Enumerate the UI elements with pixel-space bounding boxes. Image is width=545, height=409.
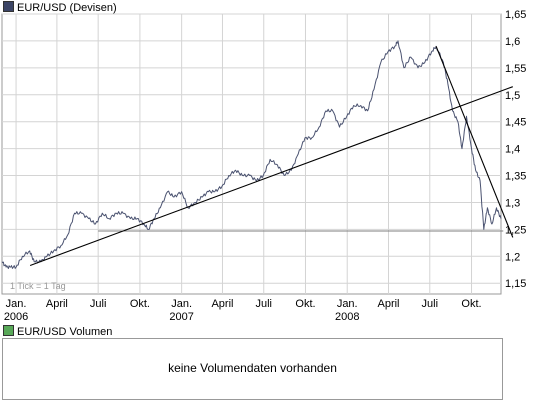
y-tick-label: 1,6 — [505, 36, 520, 48]
y-tick-label: 1,25 — [505, 224, 526, 236]
price-legend-label: EUR/USD (Devisen) — [17, 2, 117, 14]
x-tick-label: Juli — [422, 298, 439, 310]
x-year-label: 2006 — [4, 311, 28, 323]
x-tick-label: Okt. — [461, 298, 481, 310]
tick-note: 1 Tick = 1 Tag — [10, 281, 66, 291]
price-legend: EUR/USD (Devisen) — [3, 1, 117, 14]
x-tick-label: Jan. — [6, 298, 27, 310]
x-tick-label: Okt. — [295, 298, 315, 310]
y-axis-labels: 1,15 1,2 1,25 1,3 1,35 1,4 1,45 1,5 1,55 1,6 1,65 — [505, 9, 526, 290]
y-tick-label: 1,65 — [505, 9, 526, 21]
plot-frame — [1, 13, 502, 295]
y-tick-label: 1,15 — [505, 278, 526, 290]
volume-legend-label: EUR/USD Volumen — [17, 326, 113, 338]
y-tick-label: 1,4 — [505, 144, 520, 156]
x-tick-label: Okt. — [130, 298, 150, 310]
x-tick-label: April — [377, 298, 399, 310]
downtrend-trendline — [435, 46, 514, 238]
x-year-label: 2008 — [335, 311, 359, 323]
volume-swatch-icon — [3, 325, 14, 336]
uptrend-trendline — [29, 86, 513, 266]
price-chart: 1,151,21,251,31,351,41,451,51,551,61,65 … — [1, 9, 526, 323]
x-tick-label: April — [46, 298, 68, 310]
x-tick-label: Juli — [90, 298, 107, 310]
y-tick-label: 1,5 — [505, 90, 520, 102]
trendline-group — [29, 46, 514, 266]
x-year-label: 2007 — [169, 311, 193, 323]
x-tick-label: April — [211, 298, 233, 310]
volume-legend: EUR/USD Volumen — [3, 325, 113, 338]
x-tick-label: Jan. — [337, 298, 358, 310]
x-tick-label: Jan. — [171, 298, 192, 310]
y-tick-label: 1,35 — [505, 171, 526, 183]
volume-panel: keine Volumendaten vorhanden — [2, 338, 503, 400]
volume-message: keine Volumendaten vorhanden — [168, 361, 337, 375]
price-swatch-icon — [3, 1, 14, 12]
x-tick-label: Juli — [255, 298, 272, 310]
x-grid — [15, 14, 473, 294]
y-tick-label: 1,55 — [505, 63, 526, 75]
y-tick-label: 1,45 — [505, 117, 526, 129]
y-tick-label: 1,3 — [505, 197, 520, 209]
y-tick-label: 1,2 — [505, 251, 520, 263]
